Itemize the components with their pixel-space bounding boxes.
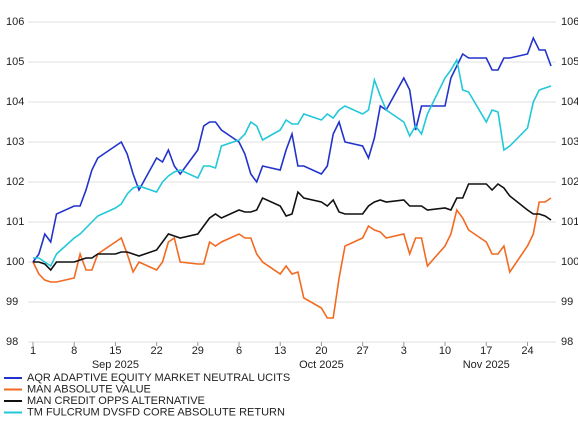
month-label: Sep 2025 (92, 359, 139, 371)
x-tick-label: 29 (192, 345, 204, 357)
series-line (33, 182, 552, 272)
x-tick-label: 20 (315, 345, 327, 357)
legend-label: MAN ABSOLUTE VALUE (27, 383, 151, 395)
series-line (32, 35, 552, 263)
x-tick-label: 22 (150, 345, 162, 357)
x-tick-label: 13 (274, 345, 286, 357)
y-tick-label: 101 (6, 216, 24, 228)
y2-tick-label: 104 (561, 96, 578, 108)
x-tick-label: 3 (401, 345, 407, 357)
legend-label: MAN CREDIT OPPS ALTERNATIVE (27, 395, 205, 407)
x-tick-label: 1 (30, 345, 36, 357)
y-tick-label: 98 (6, 336, 18, 348)
x-tick-label: 8 (71, 345, 77, 357)
y2-tick-label: 98 (561, 336, 573, 348)
y2-tick-label: 100 (561, 256, 578, 268)
y-tick-label: 99 (6, 296, 18, 308)
y2-tick-label: 105 (561, 56, 578, 68)
series-line (32, 197, 552, 319)
month-label: Nov 2025 (463, 359, 510, 371)
x-tick-label: 17 (480, 345, 492, 357)
legend-label: TM FULCRUM DVSFD CORE ABSOLUTE RETURN (27, 406, 285, 418)
x-tick-label: 15 (109, 345, 121, 357)
y-tick-label: 102 (6, 176, 24, 188)
y-tick-label: 104 (6, 96, 24, 108)
y-tick-label: 105 (6, 56, 24, 68)
month-label: Oct 2025 (299, 359, 344, 371)
x-tick-label: 24 (521, 345, 533, 357)
y2-tick-label: 99 (561, 296, 573, 308)
x-tick-label: 27 (357, 345, 369, 357)
y2-tick-label: 102 (561, 176, 578, 188)
series-line (33, 57, 552, 268)
x-tick-label: 10 (439, 345, 451, 357)
y-tick-label: 106 (6, 16, 24, 28)
y-tick-label: 100 (6, 256, 24, 268)
legend-label: AQR ADAPTIVE EQUITY MARKET NEUTRAL UCITS (27, 372, 290, 384)
y-tick-label: 103 (6, 136, 24, 148)
y2-tick-label: 103 (561, 136, 578, 148)
y2-tick-label: 106 (561, 16, 578, 28)
x-tick-label: 6 (236, 345, 242, 357)
y2-tick-label: 101 (561, 216, 578, 228)
